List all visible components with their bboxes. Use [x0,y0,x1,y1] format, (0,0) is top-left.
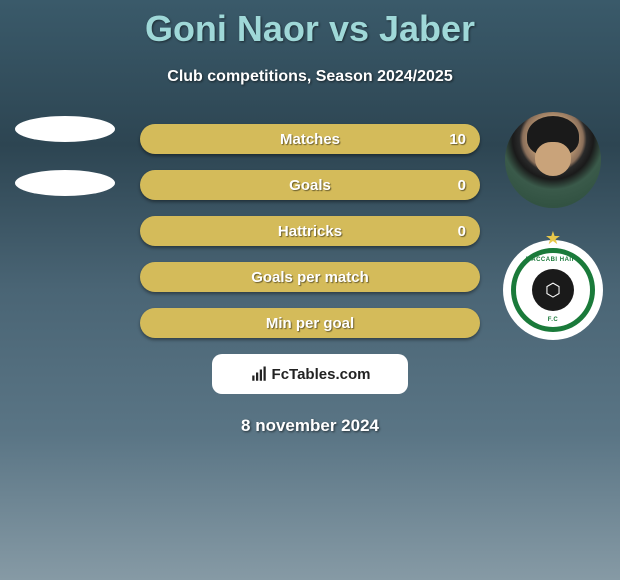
club-badge-ring: MACCABI HAIFA F.C [511,248,595,332]
stat-row-goals-per-match: Goals per match [140,262,480,292]
club-badge-text-bottom: F.C [548,317,559,323]
stat-row-min-per-goal: Min per goal [140,308,480,338]
stat-value-right: 0 [458,223,466,240]
infographic-date: 8 november 2024 [0,416,620,436]
right-player-column: ★ MACCABI HAIFA F.C [498,112,608,340]
right-player-photo [505,112,601,208]
comparison-title: Goni Naor vs Jaber [0,8,620,50]
stat-row-matches: Matches 10 [140,124,480,154]
stat-label: Matches [280,131,340,148]
soccer-ball-icon [532,269,574,311]
branding-text: FcTables.com [272,366,371,383]
star-icon: ★ [545,228,561,249]
chart-icon [250,365,268,383]
stat-rows: Matches 10 Goals 0 Hattricks 0 Goals per… [140,124,480,338]
left-player-photo-placeholder [15,116,115,142]
stat-value-right: 0 [458,177,466,194]
stat-label: Hattricks [278,223,342,240]
stat-label: Goals per match [251,269,369,286]
stat-label: Goals [289,177,331,194]
branding-pill: FcTables.com [212,354,408,394]
stat-row-hattricks: Hattricks 0 [140,216,480,246]
comparison-subtitle: Club competitions, Season 2024/2025 [0,68,620,86]
club-badge-text-top: MACCABI HAIFA [526,257,581,263]
left-club-badge-placeholder [15,170,115,196]
stat-row-goals: Goals 0 [140,170,480,200]
stat-value-right: 10 [449,131,466,148]
stats-area: ★ MACCABI HAIFA F.C Matches 10 Goals 0 H… [0,124,620,436]
right-club-badge: ★ MACCABI HAIFA F.C [503,240,603,340]
stat-label: Min per goal [266,315,354,332]
left-player-column [10,116,120,224]
